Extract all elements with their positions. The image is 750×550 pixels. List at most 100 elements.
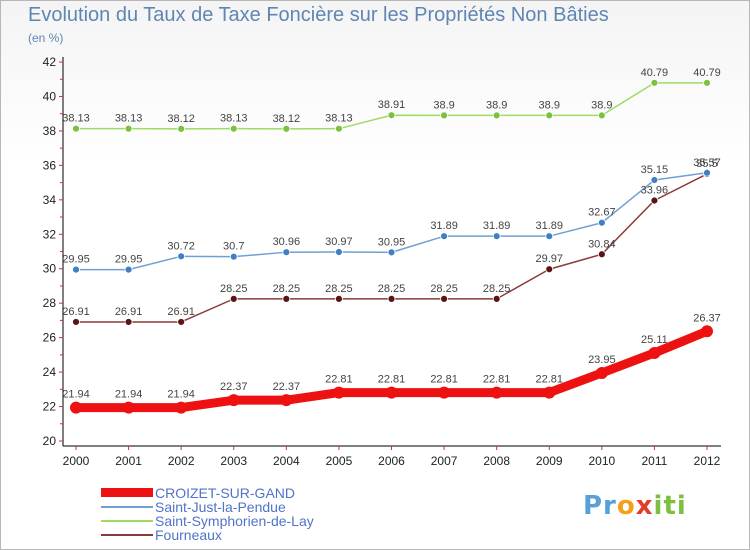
data-label-1: 31.89: [430, 220, 458, 232]
data-point-1: [124, 265, 133, 274]
data-label-3: 26.91: [115, 306, 143, 318]
data-point-2: [177, 124, 186, 133]
data-point-0: [385, 386, 398, 399]
y-tick-label: 20: [43, 434, 57, 448]
data-point-1: [177, 252, 186, 261]
data-point-2: [124, 124, 133, 133]
legend: CROIZET-SUR-GAND Saint-Just-la-Pendue Sa…: [101, 485, 401, 543]
data-point-1: [282, 248, 291, 257]
data-point-0: [70, 401, 82, 414]
data-point-0: [332, 386, 345, 399]
data-point-1: [72, 265, 80, 274]
data-point-1: [229, 252, 238, 261]
x-tick-label: 2012: [694, 454, 721, 468]
data-point-3: [545, 265, 554, 274]
x-tick-label: 2011: [642, 454, 668, 468]
data-point-3: [440, 294, 448, 303]
legend-label-saint-symphorien: Saint-Symphorien-de-Lay: [155, 513, 314, 529]
data-label-1: 30.96: [273, 236, 301, 248]
y-tick-label: 32: [43, 227, 57, 241]
y-tick-label: 42: [43, 55, 57, 69]
logo-part-x: x: [635, 491, 654, 521]
data-label-2: 38.91: [378, 99, 406, 111]
data-point-3: [650, 196, 659, 205]
data-point-3: [492, 294, 501, 303]
data-label-0: 26.37: [693, 312, 721, 324]
logo-part-pr: Pr: [583, 491, 617, 521]
data-label-0: 22.81: [483, 374, 511, 386]
data-label-1: 32.67: [588, 207, 616, 219]
data-label-3: 29.97: [535, 253, 563, 265]
legend-label-fourneaux: Fourneaux: [155, 527, 222, 543]
data-label-3: 30.84: [588, 238, 616, 250]
data-point-2: [282, 124, 291, 133]
y-tick-label: 34: [43, 193, 57, 207]
data-label-3: 33.96: [641, 185, 669, 197]
y-tick-label: 24: [43, 365, 57, 379]
x-tick-label: 2003: [220, 454, 247, 468]
data-point-0: [175, 401, 188, 414]
x-tick-label: 2004: [273, 454, 300, 468]
data-label-0: 22.37: [273, 381, 301, 393]
data-point-0: [701, 325, 713, 338]
data-point-3: [597, 250, 606, 259]
data-point-2: [650, 78, 659, 87]
data-point-2: [703, 78, 711, 87]
data-point-0: [227, 394, 240, 407]
data-point-2: [545, 111, 554, 120]
legend-swatch-saint-just: [101, 506, 153, 508]
data-point-0: [543, 386, 556, 399]
legend-label-croizet: CROIZET-SUR-GAND: [155, 485, 295, 501]
legend-swatch-croizet: [101, 488, 153, 497]
data-label-2: 38.9: [486, 99, 507, 111]
legend-item-fourneaux: Fourneaux: [101, 527, 401, 543]
data-label-3: 28.25: [325, 283, 353, 295]
data-label-3: 28.25: [273, 283, 301, 295]
labels-layer: 26.91 26.91 26.91 28.25 28.25 28.25 28.25 28.25…: [62, 67, 721, 401]
x-tick-label: 2007: [431, 454, 458, 468]
y-tick-label: 40: [43, 89, 57, 103]
data-label-1: 35.15: [641, 164, 669, 176]
data-label-3: 28.25: [483, 283, 511, 295]
y-tick-label: 30: [43, 262, 57, 276]
data-point-1: [492, 232, 501, 241]
x-tick-label: 2002: [168, 454, 195, 468]
data-point-0: [648, 346, 661, 359]
data-point-3: [229, 294, 238, 303]
data-label-3: 28.25: [220, 283, 248, 295]
data-label-1: 30.95: [378, 236, 406, 248]
y-tick-label: 22: [43, 400, 57, 414]
data-point-3: [72, 318, 80, 326]
x-tick-label: 2000: [63, 454, 90, 468]
legend-item-saint-symphorien: Saint-Symphorien-de-Lay: [101, 513, 401, 529]
data-label-1: 30.72: [167, 240, 195, 252]
data-label-2: 38.9: [433, 99, 454, 111]
data-point-1: [650, 176, 659, 184]
x-tick-label: 2009: [536, 454, 563, 468]
data-label-1: 29.95: [115, 254, 143, 266]
data-point-1: [597, 218, 606, 227]
data-label-2: 40.79: [693, 67, 721, 79]
legend-item-croizet: CROIZET-SUR-GAND: [101, 485, 401, 501]
data-point-2: [335, 124, 343, 133]
data-label-1: 35.57: [693, 157, 721, 169]
data-label-2: 38.13: [325, 113, 353, 125]
x-tick-label: 2008: [483, 454, 510, 468]
data-point-1: [335, 248, 343, 256]
data-point-3: [124, 318, 133, 326]
data-point-2: [387, 111, 396, 120]
data-label-1: 30.7: [223, 241, 244, 253]
legend-swatch-saint-symphorien: [101, 520, 153, 522]
unit-label: (en %): [28, 31, 64, 45]
data-label-2: 38.9: [591, 99, 612, 111]
data-point-2: [440, 111, 448, 120]
data-label-2: 38.13: [115, 113, 143, 125]
data-point-1: [440, 232, 448, 241]
data-point-3: [282, 294, 291, 303]
data-label-2: 38.13: [220, 113, 248, 125]
data-point-0: [280, 394, 293, 407]
data-label-0: 21.94: [62, 389, 90, 401]
data-label-0: 25.11: [641, 334, 668, 346]
y-tick-label: 28: [43, 296, 57, 310]
